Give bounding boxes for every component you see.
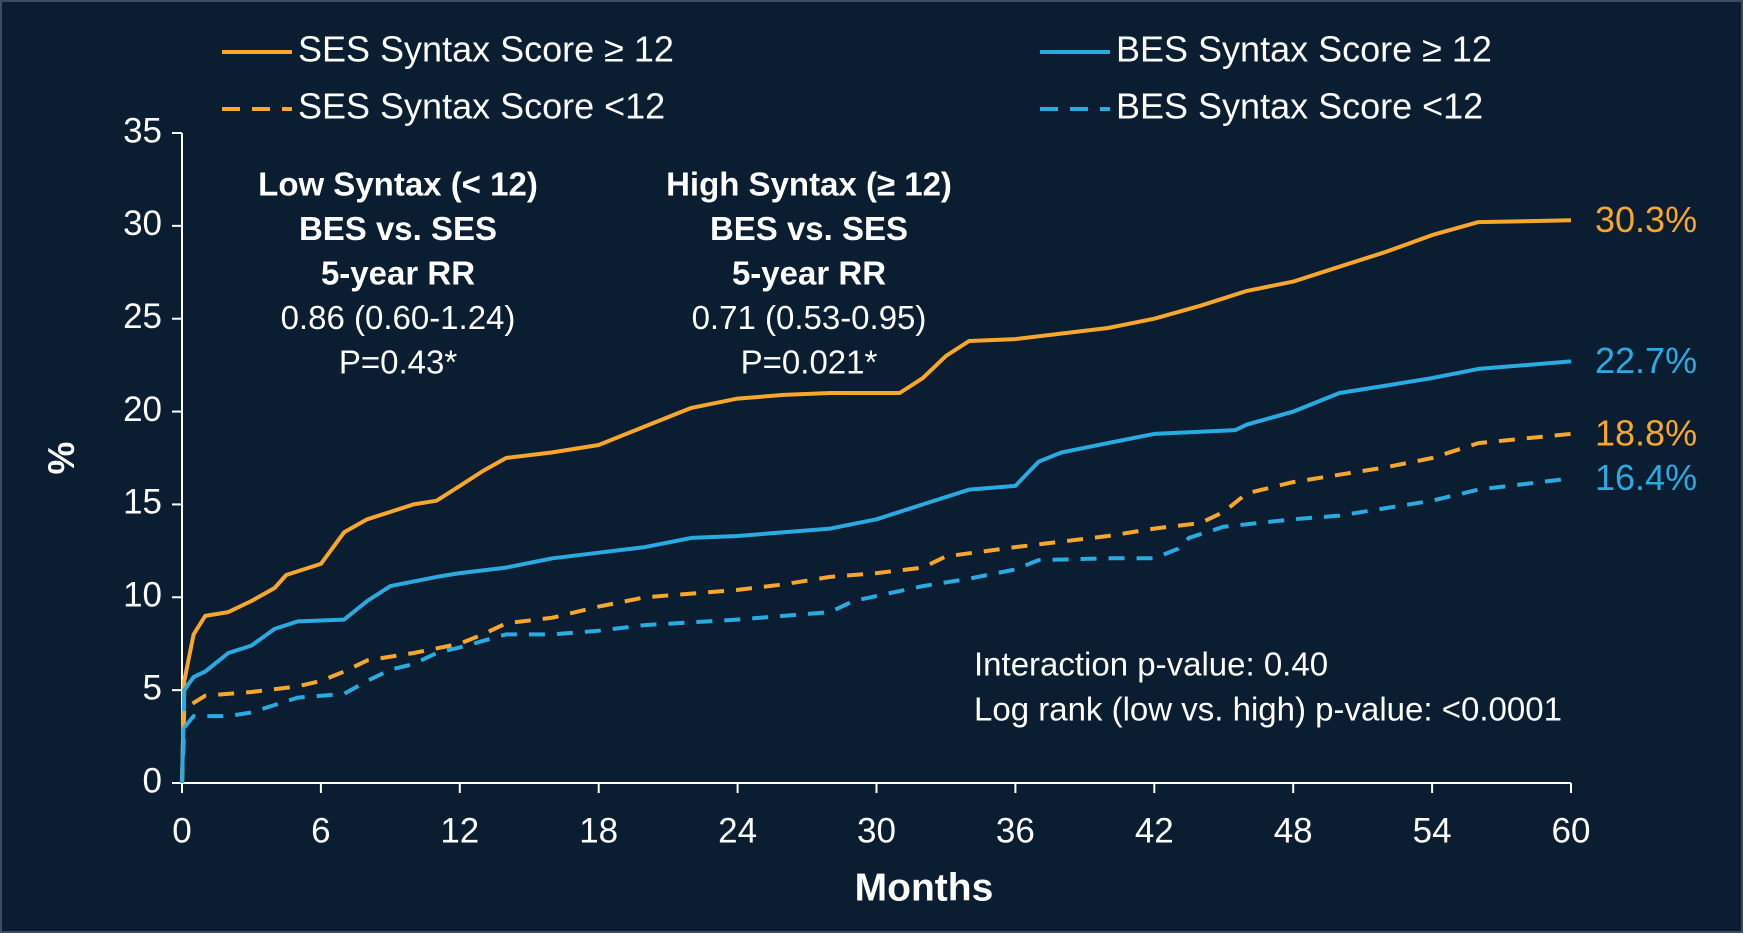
series-line: [180, 476, 1572, 784]
x-tick-label: 6: [311, 811, 330, 850]
annotation: P=0.021*: [741, 344, 878, 381]
y-axis-label: %: [41, 442, 82, 475]
end-label: 22.7%: [1595, 340, 1697, 381]
x-tick-label: 18: [579, 811, 618, 850]
annotation: BES vs. SES: [299, 210, 497, 247]
x-tick-label: 60: [1552, 811, 1591, 850]
x-tick-label: 12: [440, 811, 479, 850]
x-tick-label: 30: [857, 811, 896, 850]
x-tick-label: 0: [172, 811, 191, 850]
annotation: 0.71 (0.53-0.95): [692, 299, 927, 336]
annotation: 5-year RR: [732, 255, 886, 292]
annotation: 5-year RR: [321, 255, 475, 292]
annotation: Interaction p-value: 0.40: [974, 646, 1328, 683]
series-line: [180, 218, 1572, 784]
legend-label: BES Syntax Score <12: [1116, 86, 1483, 127]
y-tick-label: 35: [123, 111, 162, 150]
series-line: [180, 431, 1572, 784]
end-label: 18.8%: [1595, 412, 1697, 453]
legend-label: BES Syntax Score ≥ 12: [1116, 29, 1492, 70]
y-tick-label: 0: [143, 761, 162, 800]
x-axis-label: Months: [855, 866, 994, 909]
y-tick-label: 30: [123, 204, 162, 243]
series-line: [180, 359, 1572, 784]
annotation: Low Syntax (< 12): [258, 166, 538, 203]
x-tick-label: 36: [996, 811, 1035, 850]
annotation: 0.86 (0.60-1.24): [281, 299, 516, 336]
end-label: 30.3%: [1595, 199, 1697, 240]
annotation: BES vs. SES: [710, 210, 908, 247]
x-tick-label: 54: [1413, 811, 1452, 850]
y-tick-label: 15: [123, 483, 162, 522]
annotation: P=0.43*: [339, 344, 458, 381]
annotation: High Syntax (≥ 12): [666, 166, 952, 203]
x-tick-label: 42: [1135, 811, 1174, 850]
annotation: Log rank (low vs. high) p-value: <0.0001: [974, 691, 1562, 728]
x-tick-label: 24: [718, 811, 757, 850]
end-label: 16.4%: [1595, 457, 1697, 498]
y-tick-label: 10: [123, 576, 162, 615]
y-tick-label: 20: [123, 390, 162, 429]
legend-label: SES Syntax Score <12: [298, 86, 665, 127]
y-tick-label: 5: [143, 668, 162, 707]
y-tick-label: 25: [123, 297, 162, 336]
x-tick-label: 48: [1274, 811, 1313, 850]
legend-label: SES Syntax Score ≥ 12: [298, 29, 674, 70]
